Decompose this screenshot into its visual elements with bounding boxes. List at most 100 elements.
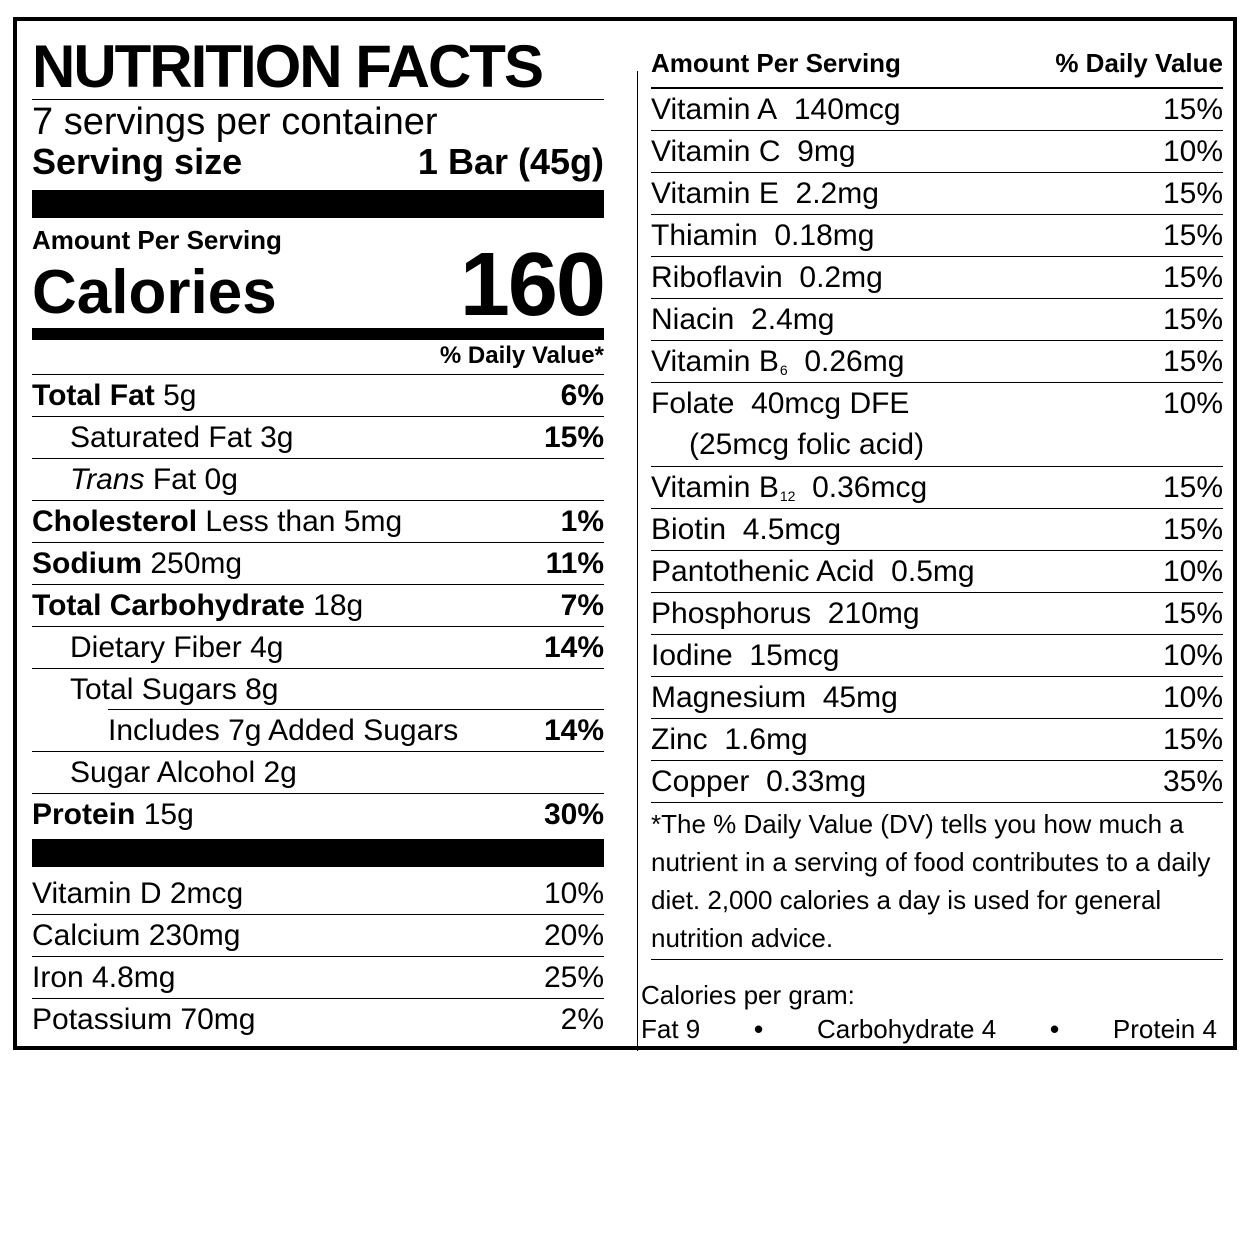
servings-per-container: 7 servings per container [32,99,604,142]
nutrient-amount: 8g [245,672,279,706]
nutrient-dv: 14% [543,630,604,664]
nutrient-name: Protein [32,797,136,831]
label-title: NUTRITION FACTS [32,33,544,100]
left-column: NUTRITION FACTS 7 servings per container… [32,33,606,1040]
mineral-amount: 4.8mg [92,960,176,994]
cpg-carbohydrate: Carbohydrate 4 [816,1014,997,1044]
vitamin-name: Phosphorus [651,596,812,630]
vitamin-amount: 0.5mg [891,554,975,588]
vitamin-row: Folate 40mcg DFE (25mcg folic acid) 10% [651,383,1223,467]
nutrient-row-cholesterol: Cholesterol Less than 5mg 1% [32,501,604,543]
nutrient-amount: 5g [163,378,197,412]
nutrient-row-dietary-fiber: Dietary Fiber 4g 14% [32,627,604,669]
nutrient-name: Sodium [32,546,142,580]
right-header-amount: Amount Per Serving [651,48,901,78]
nutrient-name: Sugar Alcohol [70,755,256,789]
calories-value: 160 [459,235,606,335]
right-column: Amount Per Serving % Daily Value Vitamin… [641,43,1223,1046]
vitamin-row: Niacin 2.4mg 15% [651,299,1223,341]
daily-value-header: % Daily Value* [32,340,604,375]
vitamin-amount: 0.33mg [766,764,867,798]
nutrient-row-sugar-alcohol: Sugar Alcohol 2g [32,752,604,794]
vitamin-amount: 45mg [822,680,898,714]
nutrient-name: Total Carbohydrate [32,588,305,622]
vitamin-amount: 0.18mg [774,218,875,252]
vitamin-row: Vitamin C 9mg 10% [651,131,1223,173]
vitamin-row: Vitamin B6 0.26mg 15% [651,341,1223,383]
separator-bar-vitamins [32,839,604,867]
calories-per-gram: Calories per gram: Fat 9 • Carbohydrate … [641,978,1223,1046]
vitamin-amount: 2.2mg [795,176,879,210]
vitamin-dv: 10% [1162,680,1223,714]
vitamin-name: Magnesium [651,680,807,714]
column-divider [637,71,638,1051]
vitamin-amount: 9mg [797,134,856,168]
nutrient-name: Total Sugars [70,672,237,706]
nutrient-amount: 15g [143,797,194,831]
vitamin-name: Vitamin B [651,470,779,504]
mineral-row-vitamin-d: Vitamin D 2mcg 10% [32,873,604,915]
vitamin-dv: 15% [1162,512,1223,546]
nutrient-row-trans-fat: Trans Fat 0g [32,459,604,501]
nutrient-dv: 1% [560,504,604,538]
vitamin-name: Vitamin C [651,134,781,168]
vitamin-dv: 15% [1162,302,1223,336]
nutrient-name: Saturated Fat [70,420,252,454]
vitamin-name: Vitamin B [651,344,779,378]
vitamin-subscript: 6 [779,361,788,378]
daily-value-footnote: *The % Daily Value (DV) tells you how mu… [651,803,1223,960]
nutrient-amount: Less than 5mg [205,504,403,538]
mineral-amount: 2mcg [169,876,244,910]
serving-size-row: Serving size 1 Bar (45g) [32,142,604,182]
nutrient-name: Total Fat [32,378,155,412]
vitamin-amount: 1.6mg [724,722,808,756]
nutrient-name-rest: Fat [152,462,197,496]
vitamin-name: Folate [651,387,735,420]
nutrient-amount: 250mg [150,546,243,580]
mineral-name: Potassium [32,1002,173,1036]
mineral-dv: 20% [543,918,604,952]
nutrient-row-sodium: Sodium 250mg 11% [32,543,604,585]
vitamin-name: Riboflavin [651,260,783,294]
mineral-row-potassium: Potassium 70mg 2% [32,999,604,1040]
vitamin-dv: 35% [1162,764,1223,798]
vitamin-name: Vitamin A [651,92,778,126]
nutrient-name: Trans [70,462,145,496]
calories-row: Calories 160 [32,240,606,330]
vitamin-row: Copper 0.33mg 35% [651,761,1223,803]
vitamin-dv: 15% [1162,596,1223,630]
vitamin-dv: 15% [1162,344,1223,378]
vitamin-amount: 210mg [827,596,920,630]
nutrient-row-total-sugars: Total Sugars 8g [32,669,604,710]
vitamin-row: Pantothenic Acid 0.5mg 10% [651,551,1223,593]
calories-label: Calories [32,258,277,327]
vitamin-row: Riboflavin 0.2mg 15% [651,257,1223,299]
calories-per-gram-row: Fat 9 • Carbohydrate 4 • Protein 4 [641,1012,1217,1046]
nutrient-name: Cholesterol [32,504,198,538]
vitamin-row: Vitamin A 140mcg 15% [651,89,1223,131]
nutrient-row-total-carbohydrate: Total Carbohydrate 18g 7% [32,585,604,627]
mineral-row-calcium: Calcium 230mg 20% [32,915,604,957]
vitamin-amount: 15mcg [749,638,840,672]
nutrient-dv: 15% [543,420,604,454]
vitamin-list: Vitamin A 140mcg 15% Vitamin C 9mg 10% Vitam… [651,89,1223,803]
nutrient-amount: 0g [204,462,238,496]
nutrient-name: Dietary Fiber [70,630,242,664]
calories-per-gram-label: Calories per gram: [641,980,855,1010]
vitamin-name: Niacin [651,302,735,336]
cpg-protein: Protein 4 [1112,1014,1217,1044]
separator-bar-medium [32,328,604,340]
vitamin-name: Vitamin E [651,176,779,210]
vitamin-amount: 0.2mg [799,260,883,294]
vitamin-dv: 10% [1162,638,1223,672]
vitamin-dv: 10% [1162,134,1223,168]
mineral-dv: 2% [560,1002,604,1036]
vitamin-name: Biotin [651,512,727,546]
vitamin-dv: 15% [1162,260,1223,294]
vitamin-amount: 2.4mg [751,302,835,336]
right-header: Amount Per Serving % Daily Value [651,43,1223,89]
amount-per-serving-label: Amount Per Serving [32,225,282,255]
vitamin-amount: 0.36mcg [812,470,928,504]
mineral-dv: 25% [543,960,604,994]
nutrient-dv: 11% [545,546,604,580]
